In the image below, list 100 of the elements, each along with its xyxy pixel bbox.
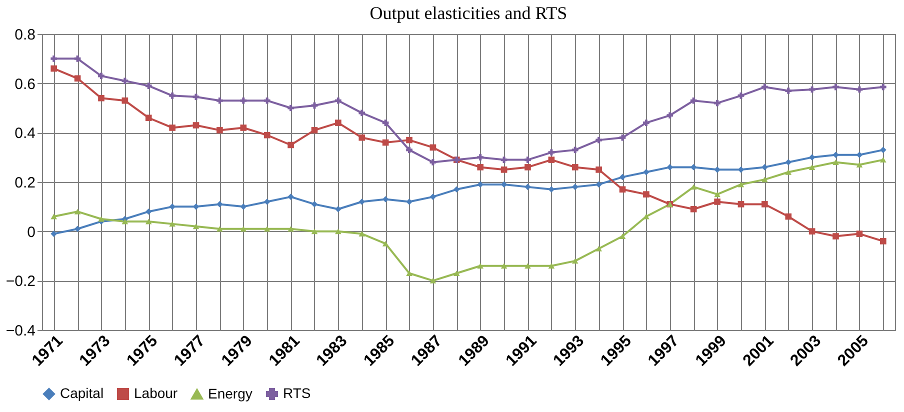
point: [808, 164, 816, 170]
point: [453, 186, 460, 193]
point: [382, 139, 389, 146]
point: [382, 240, 389, 246]
point: [477, 154, 484, 160]
point: [335, 228, 342, 234]
point: [666, 112, 674, 119]
point: [311, 127, 318, 134]
point: [145, 218, 152, 224]
point: [738, 201, 744, 208]
point: [808, 86, 816, 93]
legend-label: RTS: [283, 385, 311, 401]
point: [74, 56, 81, 62]
point: [619, 134, 626, 141]
point: [50, 214, 58, 220]
point: [98, 72, 104, 80]
point: [477, 263, 484, 269]
point: [240, 226, 247, 232]
point: [264, 226, 270, 232]
point: [500, 166, 508, 173]
point: [596, 136, 602, 144]
point: [714, 198, 720, 205]
point: [311, 228, 318, 234]
point: [477, 164, 484, 170]
point: [240, 124, 247, 131]
point: [358, 231, 366, 237]
point: [98, 94, 104, 102]
point: [169, 92, 176, 99]
point: [524, 184, 531, 190]
point: [666, 164, 674, 170]
point: [738, 182, 744, 188]
point: [619, 234, 626, 240]
y-tick-label: −0.2: [6, 273, 36, 290]
legend-label: Labour: [134, 385, 178, 401]
point: [335, 97, 342, 104]
point: [74, 75, 81, 82]
point: [738, 166, 744, 173]
point: [524, 156, 531, 163]
point: [785, 169, 792, 175]
point: [358, 198, 366, 205]
point: [145, 114, 152, 122]
point: [50, 230, 58, 237]
point: [74, 226, 81, 232]
point: [643, 191, 650, 198]
point: [619, 174, 626, 180]
point: [808, 154, 816, 160]
point: [596, 181, 602, 188]
point: [98, 216, 104, 222]
point: [358, 110, 366, 116]
point: [453, 270, 460, 276]
point: [880, 157, 886, 163]
point: [192, 224, 200, 230]
point: [596, 246, 602, 252]
legend-label: Energy: [208, 385, 252, 402]
point: [122, 78, 128, 84]
point: [264, 198, 270, 205]
point: [690, 184, 697, 190]
point: [880, 238, 886, 244]
point: [216, 226, 223, 232]
point: [264, 132, 270, 138]
legend-label: Capital: [60, 385, 104, 401]
point: [192, 94, 200, 100]
point: [406, 198, 412, 205]
chart-title: Output elasticities and RTS: [370, 3, 568, 23]
point: [288, 194, 294, 200]
point: [808, 228, 816, 234]
point: [643, 168, 650, 176]
point: [832, 233, 839, 240]
point: [500, 263, 508, 269]
point: [524, 164, 531, 170]
point: [50, 65, 58, 72]
point: [880, 146, 886, 154]
point: [762, 84, 768, 90]
point: [832, 84, 839, 90]
point: [690, 206, 697, 212]
point: [430, 278, 436, 284]
point: [500, 181, 508, 188]
point: [643, 120, 650, 126]
point: [548, 263, 555, 269]
point: [832, 160, 839, 166]
point: [192, 204, 200, 210]
point: [548, 186, 555, 193]
point: [192, 122, 200, 128]
point: [122, 218, 128, 224]
point: [50, 56, 58, 62]
point: [216, 201, 223, 208]
point: [74, 208, 81, 214]
point: [216, 97, 223, 104]
point: [382, 196, 389, 202]
point: [430, 144, 436, 151]
point: [382, 120, 389, 126]
point: [832, 152, 839, 158]
point: [762, 164, 768, 170]
point: [145, 208, 152, 215]
y-tick-label: −0.4: [6, 322, 36, 340]
point: [856, 86, 863, 93]
point: [169, 221, 176, 227]
point: [430, 159, 436, 166]
point: [524, 263, 531, 269]
point: [122, 97, 128, 104]
